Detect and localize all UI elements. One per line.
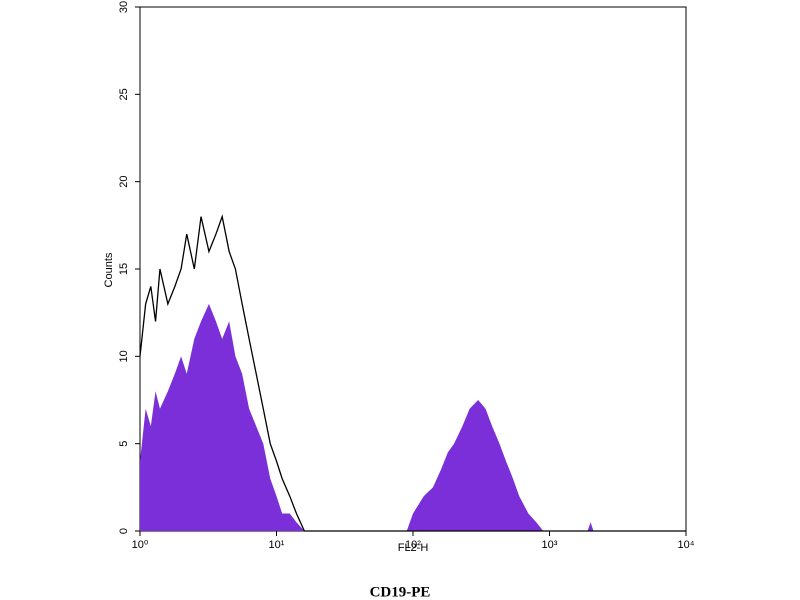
x-tick-label: 10² — [405, 539, 421, 551]
x-axis-label: FL2-H — [398, 542, 429, 554]
x-tick-label: 10³ — [542, 539, 558, 551]
y-tick-label: 30 — [118, 1, 130, 13]
y-tick-label: 10 — [118, 350, 130, 362]
x-tick-label: 10¹ — [269, 539, 285, 551]
histogram-outline — [139, 214, 686, 532]
y-tick-label: 0 — [118, 528, 130, 534]
x-tick-label: 10⁴ — [678, 539, 695, 551]
y-axis-label: Counts — [103, 252, 115, 287]
y-tick-label: 20 — [118, 176, 130, 188]
x-tick-label: 10⁰ — [132, 539, 149, 551]
histogram-area — [140, 303, 686, 531]
y-tick-label: 15 — [118, 263, 130, 275]
y-tick-label: 25 — [118, 88, 130, 100]
chart-title: CD19-PE — [370, 584, 431, 600]
y-tick-label: 5 — [118, 441, 130, 447]
